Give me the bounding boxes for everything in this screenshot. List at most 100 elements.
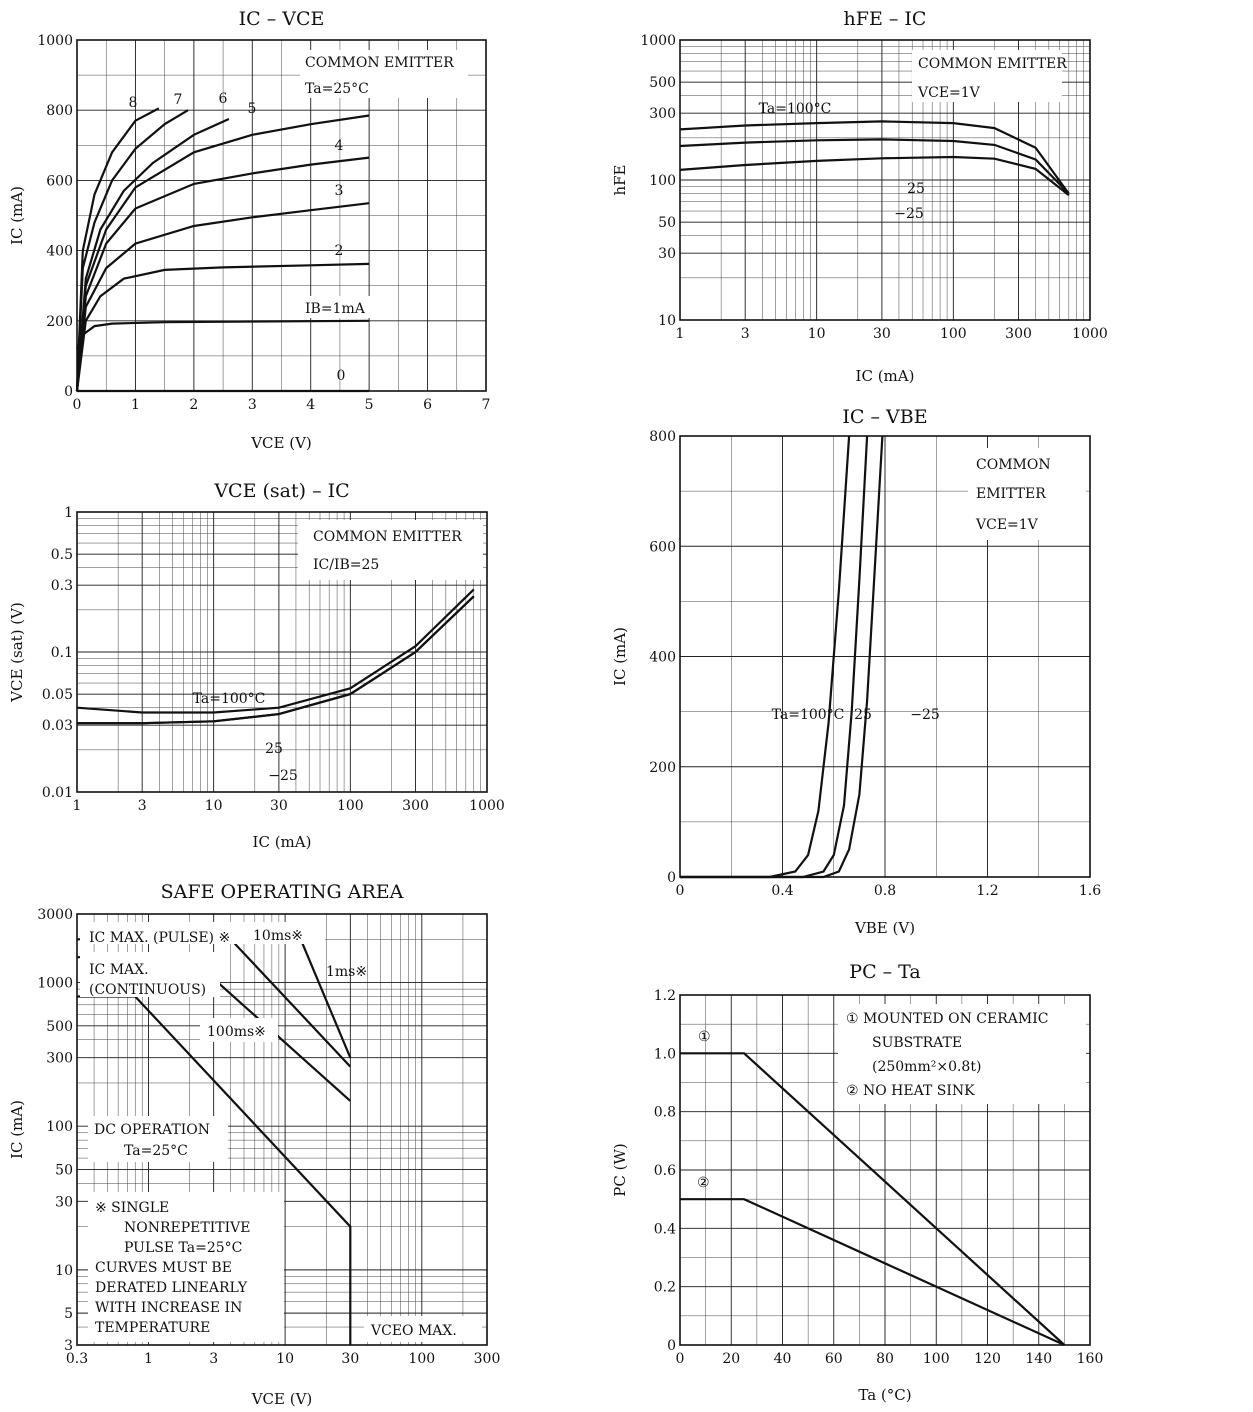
pc_ta-xtick-5: 100 [923,1351,950,1367]
ic_vbe-xtick-3: 1.2 [976,883,998,899]
hfe_ic-series-2 [679,155,1070,196]
hfe_ic-series-label-2: −25 [894,206,924,222]
soa-ylabel: IC (mA) [8,1100,26,1159]
hfe_ic-ylabel: hFE [611,164,629,195]
ic_vce-series-3 [75,114,370,392]
vcesat_ic-ylabel: VCE (sat) (V) [8,602,26,703]
vcesat_ic-xtick-4: 100 [337,798,364,814]
pc_ta-xtick-3: 60 [825,1351,843,1367]
pc_ta-ytick-2: 0.4 [654,1221,676,1237]
vcesat_ic-ytick-3: 0.1 [51,645,73,661]
ic_vce-series-1 [75,109,189,392]
vcesat_ic-series-label-1: 25 [265,741,283,757]
ic_vbe-series-label-2: −25 [910,707,940,723]
hfe_ic-series-label-0: Ta=100°C [759,101,832,117]
soa-ytick-7: 500 [46,1019,73,1035]
vcesat_ic-series-0 [76,588,475,714]
pc_ta-xtick-6: 120 [974,1351,1001,1367]
pc_ta-annotation-1: SUBSTRATE [872,1035,962,1051]
hfe_ic-ytick-3: 100 [649,173,676,189]
pc_ta-ytick-3: 0.6 [654,1163,676,1179]
pc_ta-xtick-2: 40 [774,1351,792,1367]
ic_vbe-ylabel: IC (mA) [611,627,629,686]
pc_ta-ytick-5: 1.0 [654,1046,676,1062]
soa-annotation-9: NONREPETITIVE [124,1220,250,1236]
soa-annotation-11: CURVES MUST BE [95,1260,232,1276]
pc_ta-ytick-1: 0.2 [654,1280,676,1296]
ic_vce-annotation-1: Ta=25°C [305,81,369,97]
soa-annotation-13: WITH INCREASE IN [95,1300,242,1316]
ic_vce-ylabel: IC (mA) [8,186,26,245]
ic_vce-xtick-1: 1 [131,397,140,413]
vcesat_ic-ytick-6: 1 [64,505,73,521]
vcesat_ic-ytick-2: 0.05 [42,687,73,703]
soa-xtick-2: 3 [209,1351,218,1367]
vcesat_ic-xtick-6: 1000 [469,798,505,814]
ic_vce-ytick-0: 0 [64,384,73,400]
pc_ta-xtick-1: 20 [722,1351,740,1367]
vcesat_ic-frame [76,511,488,793]
soa-ytick-6: 300 [46,1051,73,1067]
hfe_ic-xtick-5: 300 [1005,326,1032,342]
ic_vce-series-0 [75,107,160,392]
vcesat_ic-xtick-5: 300 [402,798,429,814]
ic_vbe-annotation-0: COMMON [976,457,1051,473]
soa-annotation-3: (CONTINUOUS) [89,982,206,998]
vcesat_ic-ytick-4: 0.3 [51,578,73,594]
soa-xtick-1: 1 [144,1351,153,1367]
hfe_ic-xtick-2: 10 [808,326,826,342]
ic_vce-xtick-3: 3 [248,397,257,413]
ic_vce-xtick-2: 2 [189,397,198,413]
ic_vce-ytick-5: 1000 [37,33,73,49]
pc_ta-xtick-4: 80 [876,1351,894,1367]
pc_ta-ytick-4: 0.8 [654,1105,676,1121]
vcesat_ic-title: VCE (sat) – IC [213,480,349,502]
vcesat_ic-ytick-1: 0.03 [42,718,73,734]
soa-annotation-12: DERATED LINEARLY [95,1280,248,1296]
ic_vce-series-5 [75,202,370,392]
ic_vce-series-7 [75,319,370,350]
ic_vbe-series-label-0: Ta=100°C [772,707,845,723]
soa-title: SAFE OPERATING AREA [161,881,404,903]
pc_ta-ylabel: PC (W) [611,1143,629,1196]
soa-xtick-4: 30 [341,1351,359,1367]
ic_vbe-xtick-2: 0.8 [874,883,896,899]
hfe_ic-xlabel: IC (mA) [856,367,915,385]
ic_vbe-ytick-2: 400 [649,650,676,666]
ic_vbe-frame [679,435,1091,878]
hfe_ic-ytick-4: 300 [649,106,676,122]
soa-ytick-3: 30 [55,1194,73,1210]
ic_vce-ytick-3: 600 [46,173,73,189]
hfe_ic-xtick-1: 3 [741,326,750,342]
ic_vbe-xtick-4: 1.6 [1079,883,1101,899]
soa-annotation-15: VCEO MAX. [370,1323,457,1339]
ic_vce-xtick-0: 0 [73,397,82,413]
hfe_ic-ytick-0: 10 [658,313,676,329]
ic_vbe-ytick-1: 200 [649,760,676,776]
vcesat_ic-annotation-1: IC/IB=25 [313,557,379,573]
ic_vbe-ytick-3: 600 [649,539,676,555]
pc_ta-annotation-2: (250mm²×0.8t) [872,1059,981,1075]
ic_vce-ytick-1: 200 [46,314,73,330]
vcesat_ic-series-label-0: Ta=100°C [193,691,266,707]
hfe_ic-series-label-1: 25 [907,181,925,197]
hfe_ic-frame [679,39,1091,321]
hfe_ic-annotation-1: VCE=1V [917,85,981,101]
ic_vbe-xlabel: VBE (V) [854,919,915,937]
ic_vce-series-label-0: 8 [129,95,138,111]
pc_ta-annotation-4: ① [698,1029,711,1045]
vcesat_ic-xtick-2: 10 [205,798,223,814]
pc_ta-ytick-6: 1.2 [654,988,676,1004]
ic_vbe-xtick-1: 0.4 [771,883,793,899]
ic_vce-xtick-7: 7 [482,397,491,413]
pc_ta-ytick-0: 0 [667,1338,676,1354]
hfe_ic-ytick-6: 1000 [640,33,676,49]
vcesat_ic-xtick-0: 1 [73,798,82,814]
soa-annotation-10: PULSE Ta=25°C [124,1240,242,1256]
ic_vce-series-label-8: 0 [337,368,346,384]
ic_vbe-title: IC – VBE [842,406,927,428]
soa-annotation-1: 10ms※ [253,928,303,944]
soa-series-3 [299,938,352,1059]
soa-xtick-0: 0.3 [66,1351,88,1367]
hfe_ic-xtick-6: 1000 [1072,326,1108,342]
